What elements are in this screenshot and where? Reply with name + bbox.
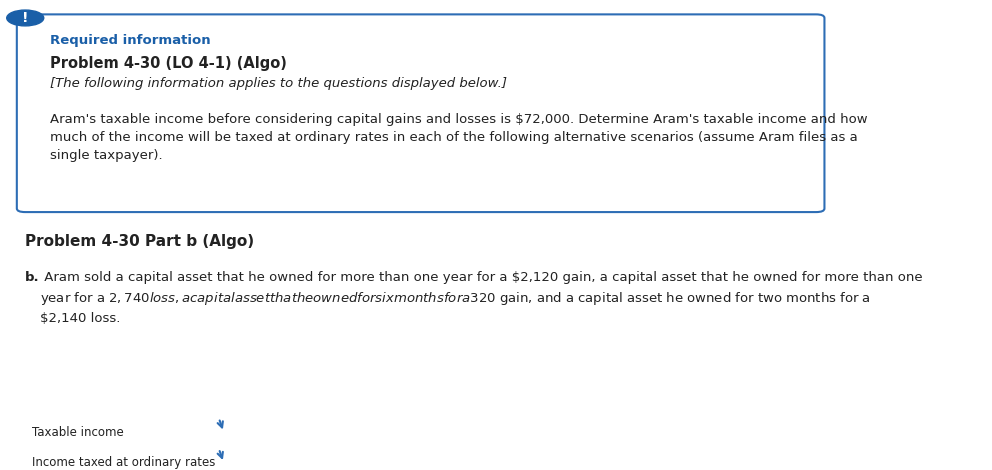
Bar: [217, 447, 313, 470]
Text: [The following information applies to the questions displayed below.]: [The following information applies to th…: [51, 77, 508, 90]
Text: Taxable income: Taxable income: [32, 426, 124, 439]
Polygon shape: [218, 423, 225, 441]
Circle shape: [7, 10, 44, 26]
Text: b.: b.: [25, 271, 40, 284]
Text: Problem 4-30 (LO 4-1) (Algo): Problem 4-30 (LO 4-1) (Algo): [51, 56, 288, 70]
Bar: [25, 447, 217, 470]
Bar: [25, 417, 217, 447]
Bar: [217, 417, 313, 447]
Text: Income taxed at ordinary rates: Income taxed at ordinary rates: [32, 456, 215, 470]
Text: Problem 4-30 Part b (Algo): Problem 4-30 Part b (Algo): [25, 234, 254, 249]
Text: Aram's taxable income before considering capital gains and losses is $72,000. De: Aram's taxable income before considering…: [51, 113, 868, 162]
Text: Required information: Required information: [51, 34, 211, 47]
Text: !: !: [22, 11, 29, 25]
FancyBboxPatch shape: [17, 15, 824, 212]
Text: Aram sold a capital asset that he owned for more than one year for a $2,120 gain: Aram sold a capital asset that he owned …: [41, 271, 923, 325]
Polygon shape: [218, 454, 225, 470]
